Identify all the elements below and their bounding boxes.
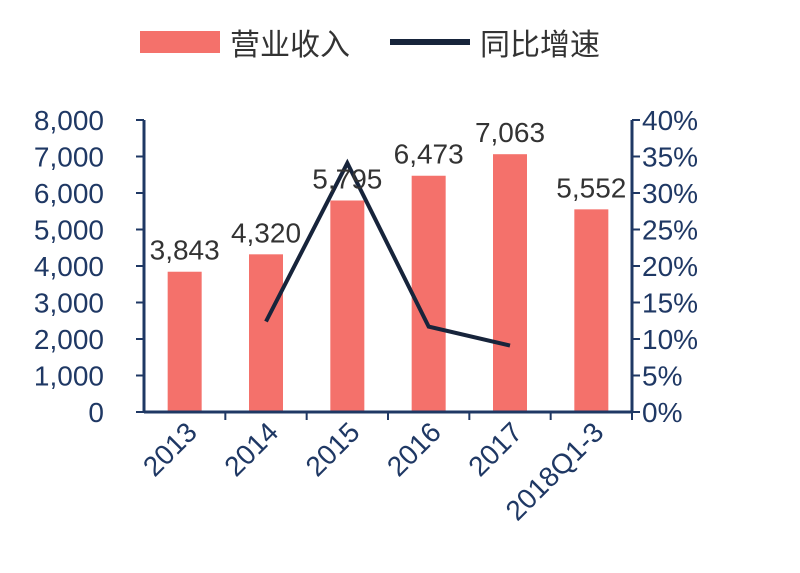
legend-label-growth: 同比增速 xyxy=(480,28,600,63)
legend-swatch-revenue xyxy=(140,31,220,53)
y-right-tick-label: 0% xyxy=(642,397,682,428)
y-left-tick-label: 2,000 xyxy=(34,324,104,355)
y-right-tick-label: 25% xyxy=(642,215,698,246)
y-left-tick-label: 5,000 xyxy=(34,215,104,246)
bar-value-label: 5,795 xyxy=(312,163,382,194)
y-left-tick-label: 4,000 xyxy=(34,251,104,282)
y-left-tick-label: 3,000 xyxy=(34,288,104,319)
bar-2018Q1-3 xyxy=(574,209,609,412)
y-left-tick-label: 1,000 xyxy=(34,361,104,392)
bar-2017 xyxy=(493,154,527,412)
bar-value-label: 6,473 xyxy=(394,139,464,170)
y-right-tick-label: 20% xyxy=(642,251,698,282)
x-tick-label: 2015 xyxy=(300,416,366,482)
y-right-tick-label: 30% xyxy=(642,178,698,209)
growth-line xyxy=(264,158,511,348)
legend-item-revenue: 营业收入 xyxy=(140,20,350,64)
bar-value-label: 5,552 xyxy=(556,172,626,203)
legend-label-revenue: 营业收入 xyxy=(230,28,350,63)
x-tick-label: 2017 xyxy=(462,416,528,482)
y-left-tick-label: 7,000 xyxy=(34,142,104,173)
legend-item-growth: 同比增速 xyxy=(390,20,600,64)
y-right-tick-label: 5% xyxy=(642,361,682,392)
x-tick-label: 2014 xyxy=(218,416,284,482)
legend-swatch-growth xyxy=(390,39,470,45)
bar-value-label: 4,320 xyxy=(231,217,301,248)
x-tick-label: 2016 xyxy=(381,416,447,482)
y-right-tick-label: 15% xyxy=(642,288,698,319)
bar-2016 xyxy=(411,175,446,412)
bar-2013 xyxy=(167,271,202,412)
y-right-tick-label: 10% xyxy=(642,324,698,355)
bar-2014 xyxy=(249,254,283,412)
bar-value-label: 3,843 xyxy=(150,235,220,266)
y-right-tick-label: 35% xyxy=(642,142,698,173)
y-left-tick-label: 8,000 xyxy=(34,105,104,136)
y-left-tick-label: 6,000 xyxy=(34,178,104,209)
y-left-tick-label: 0 xyxy=(88,397,104,428)
x-tick-label: 2013 xyxy=(137,416,203,482)
y-right-tick-label: 40% xyxy=(642,105,698,136)
bar-2015 xyxy=(330,200,365,412)
legend: 营业收入 同比增速 xyxy=(140,20,640,64)
bar-value-label: 7,063 xyxy=(475,117,545,148)
